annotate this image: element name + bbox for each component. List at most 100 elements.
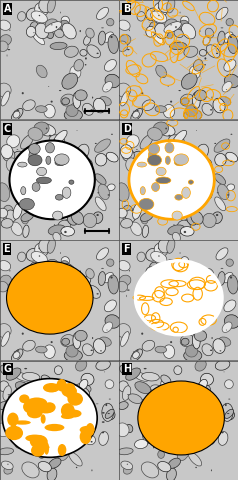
Ellipse shape [26,397,47,408]
Ellipse shape [69,452,82,466]
Ellipse shape [205,28,214,38]
Ellipse shape [26,8,40,21]
Ellipse shape [39,149,48,158]
Ellipse shape [56,26,57,28]
Ellipse shape [196,153,198,154]
Ellipse shape [41,375,51,384]
Ellipse shape [184,416,185,418]
Ellipse shape [199,290,207,297]
Ellipse shape [131,108,143,121]
Ellipse shape [175,194,183,200]
Ellipse shape [62,210,64,212]
Ellipse shape [75,330,87,341]
Ellipse shape [85,304,86,306]
Ellipse shape [135,261,222,335]
Ellipse shape [118,20,130,30]
Ellipse shape [94,139,110,152]
Ellipse shape [70,306,81,319]
Ellipse shape [168,86,169,87]
Ellipse shape [166,161,174,171]
Ellipse shape [199,379,207,390]
Ellipse shape [37,196,38,198]
Ellipse shape [39,15,40,16]
Ellipse shape [24,368,27,369]
Ellipse shape [58,191,61,192]
Ellipse shape [206,405,207,407]
Ellipse shape [140,212,153,221]
Ellipse shape [126,295,127,297]
Ellipse shape [35,243,49,256]
Ellipse shape [174,436,184,445]
Ellipse shape [146,197,159,210]
Ellipse shape [141,462,159,478]
Ellipse shape [151,11,167,23]
Ellipse shape [194,90,207,101]
Ellipse shape [102,421,105,423]
Ellipse shape [201,373,213,385]
Ellipse shape [142,399,143,400]
Ellipse shape [105,74,120,88]
Ellipse shape [58,444,70,461]
Ellipse shape [107,259,114,266]
Ellipse shape [87,285,100,299]
Ellipse shape [188,452,202,466]
Ellipse shape [31,385,43,393]
Ellipse shape [134,372,149,381]
Ellipse shape [64,383,75,391]
Ellipse shape [52,404,69,412]
Ellipse shape [140,187,145,195]
Ellipse shape [96,7,109,20]
Text: C: C [4,124,11,134]
Ellipse shape [141,333,143,335]
Ellipse shape [187,213,198,225]
Ellipse shape [61,94,75,106]
Ellipse shape [21,187,26,195]
Ellipse shape [108,35,119,53]
Ellipse shape [13,203,22,219]
Ellipse shape [0,41,8,51]
Ellipse shape [226,89,227,90]
Ellipse shape [80,426,94,434]
Ellipse shape [0,423,10,437]
Ellipse shape [170,101,172,103]
Ellipse shape [133,111,139,118]
Ellipse shape [80,158,92,171]
Ellipse shape [216,214,218,216]
Ellipse shape [107,184,115,191]
Ellipse shape [179,209,190,220]
Ellipse shape [1,144,13,158]
Ellipse shape [48,86,49,87]
Ellipse shape [80,429,91,444]
Ellipse shape [155,106,167,112]
Ellipse shape [216,53,218,54]
Ellipse shape [1,332,10,347]
Ellipse shape [203,187,204,189]
Ellipse shape [184,46,198,57]
Ellipse shape [26,197,40,210]
Ellipse shape [118,402,128,409]
Ellipse shape [61,16,69,25]
Ellipse shape [61,227,74,236]
Ellipse shape [108,194,110,196]
Ellipse shape [37,167,47,176]
Ellipse shape [77,144,89,159]
Ellipse shape [34,446,35,448]
Ellipse shape [11,108,23,121]
Ellipse shape [0,275,11,286]
Ellipse shape [79,30,81,32]
Ellipse shape [36,65,47,78]
Ellipse shape [99,432,109,445]
Ellipse shape [49,208,59,219]
Text: E: E [4,244,10,254]
Ellipse shape [158,0,171,12]
Ellipse shape [225,404,227,406]
Ellipse shape [133,111,134,112]
Ellipse shape [180,94,194,106]
Ellipse shape [225,409,234,419]
Ellipse shape [185,105,198,117]
Ellipse shape [205,269,214,278]
Ellipse shape [194,330,207,341]
Text: A: A [4,3,11,13]
Ellipse shape [178,191,181,192]
Ellipse shape [17,149,18,150]
